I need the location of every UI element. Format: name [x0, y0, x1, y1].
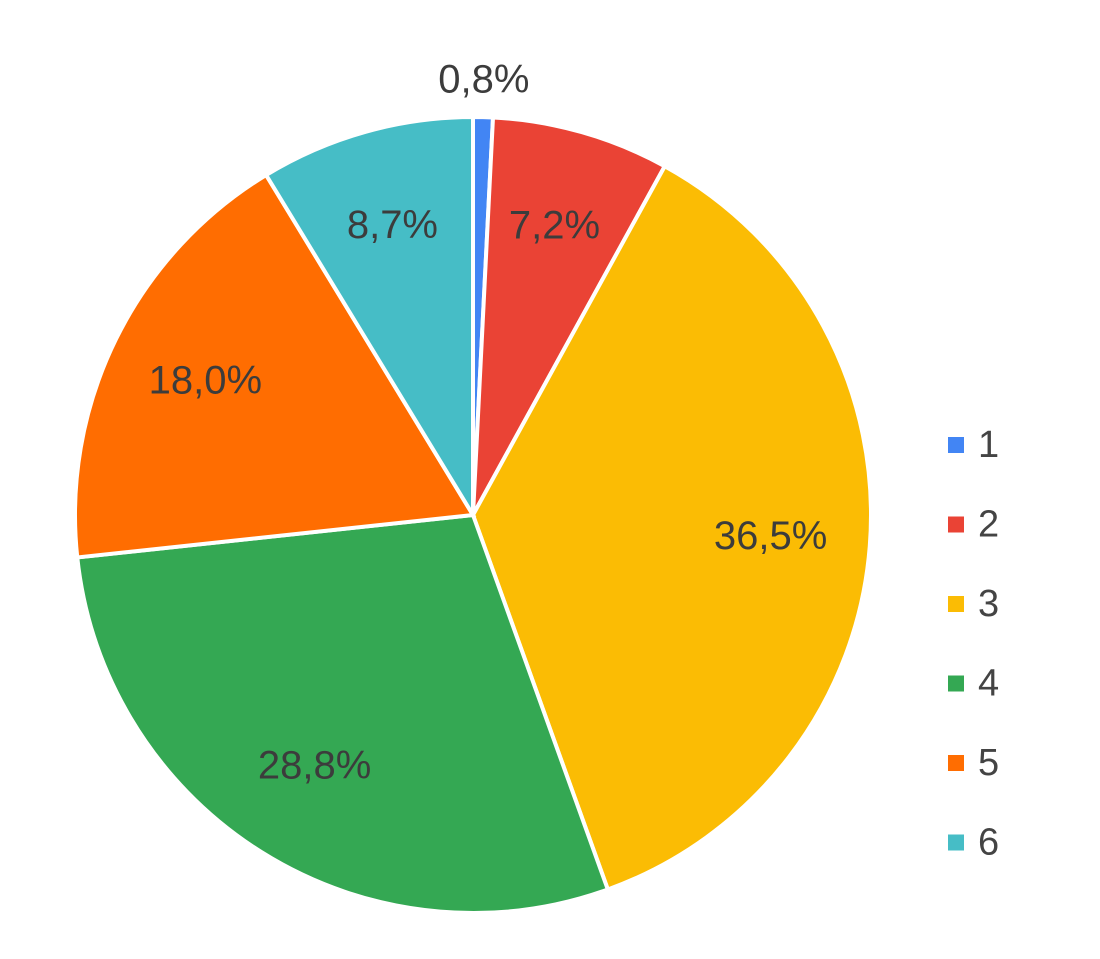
legend-label: 5: [978, 742, 999, 784]
pie-slice: [263, 114, 475, 523]
pie-slice: [75, 512, 611, 915]
legend-label: 1: [978, 424, 999, 466]
legend-swatch: [948, 675, 964, 692]
data-label: 28,8%: [258, 744, 371, 788]
data-label: 0,8%: [438, 58, 529, 102]
pie-slice: [470, 163, 873, 893]
data-label: 7,2%: [509, 203, 600, 247]
pie-slice: [73, 172, 477, 560]
legend-label: 6: [978, 822, 999, 864]
legend-swatch: [948, 516, 964, 533]
data-label: 18,0%: [149, 358, 262, 402]
legend-swatch: [948, 437, 964, 453]
data-label: 8,7%: [347, 203, 438, 247]
legend-label: 2: [978, 504, 999, 546]
legend-label: 4: [978, 663, 999, 705]
pie-slice: [471, 115, 668, 516]
legend-swatch: [948, 755, 964, 771]
data-label: 36,5%: [714, 514, 827, 558]
legend-label: 3: [978, 583, 999, 625]
legend-swatch: [948, 834, 964, 851]
legend-swatch: [948, 596, 964, 612]
